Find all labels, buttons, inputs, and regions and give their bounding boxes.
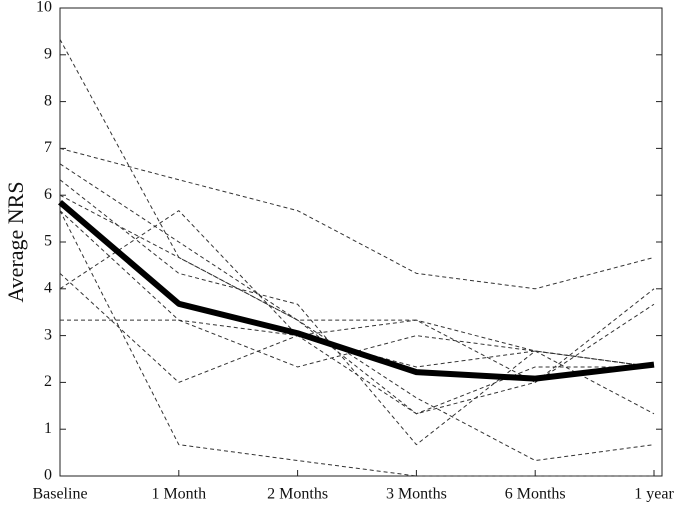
y-tick-label: 1 xyxy=(44,420,52,437)
patient-line xyxy=(59,163,655,383)
x-tick-label: Baseline xyxy=(32,486,87,503)
y-tick-label: 6 xyxy=(44,186,52,203)
patient-line xyxy=(59,179,655,446)
patient-line xyxy=(59,210,655,415)
y-tick-label: 5 xyxy=(44,233,52,250)
y-tick-label: 8 xyxy=(44,92,52,109)
y-tick-label: 9 xyxy=(44,45,52,62)
y-axis-label: Average NRS xyxy=(3,181,28,302)
y-tick-label: 10 xyxy=(36,0,52,16)
y-tick-label: 4 xyxy=(44,279,52,296)
patient-line xyxy=(59,272,655,383)
patient-line xyxy=(59,147,655,290)
patient-line xyxy=(60,319,655,368)
y-tick-label: 7 xyxy=(44,139,52,156)
x-tick-label: 1 year xyxy=(634,486,674,503)
x-tick-label: 2 Months xyxy=(267,486,328,503)
y-tick-label: 2 xyxy=(44,373,52,390)
patient-line xyxy=(59,210,654,477)
x-tick-label: 3 Months xyxy=(386,486,447,503)
patient-line xyxy=(59,210,655,368)
y-tick-label: 3 xyxy=(44,326,52,343)
patient-line xyxy=(59,39,654,415)
patient-line xyxy=(59,194,655,462)
mean-line xyxy=(58,199,655,382)
x-tick-label: 6 Months xyxy=(505,486,566,503)
x-tick-label: 1 Month xyxy=(151,486,206,503)
y-tick-label: 0 xyxy=(44,467,52,484)
